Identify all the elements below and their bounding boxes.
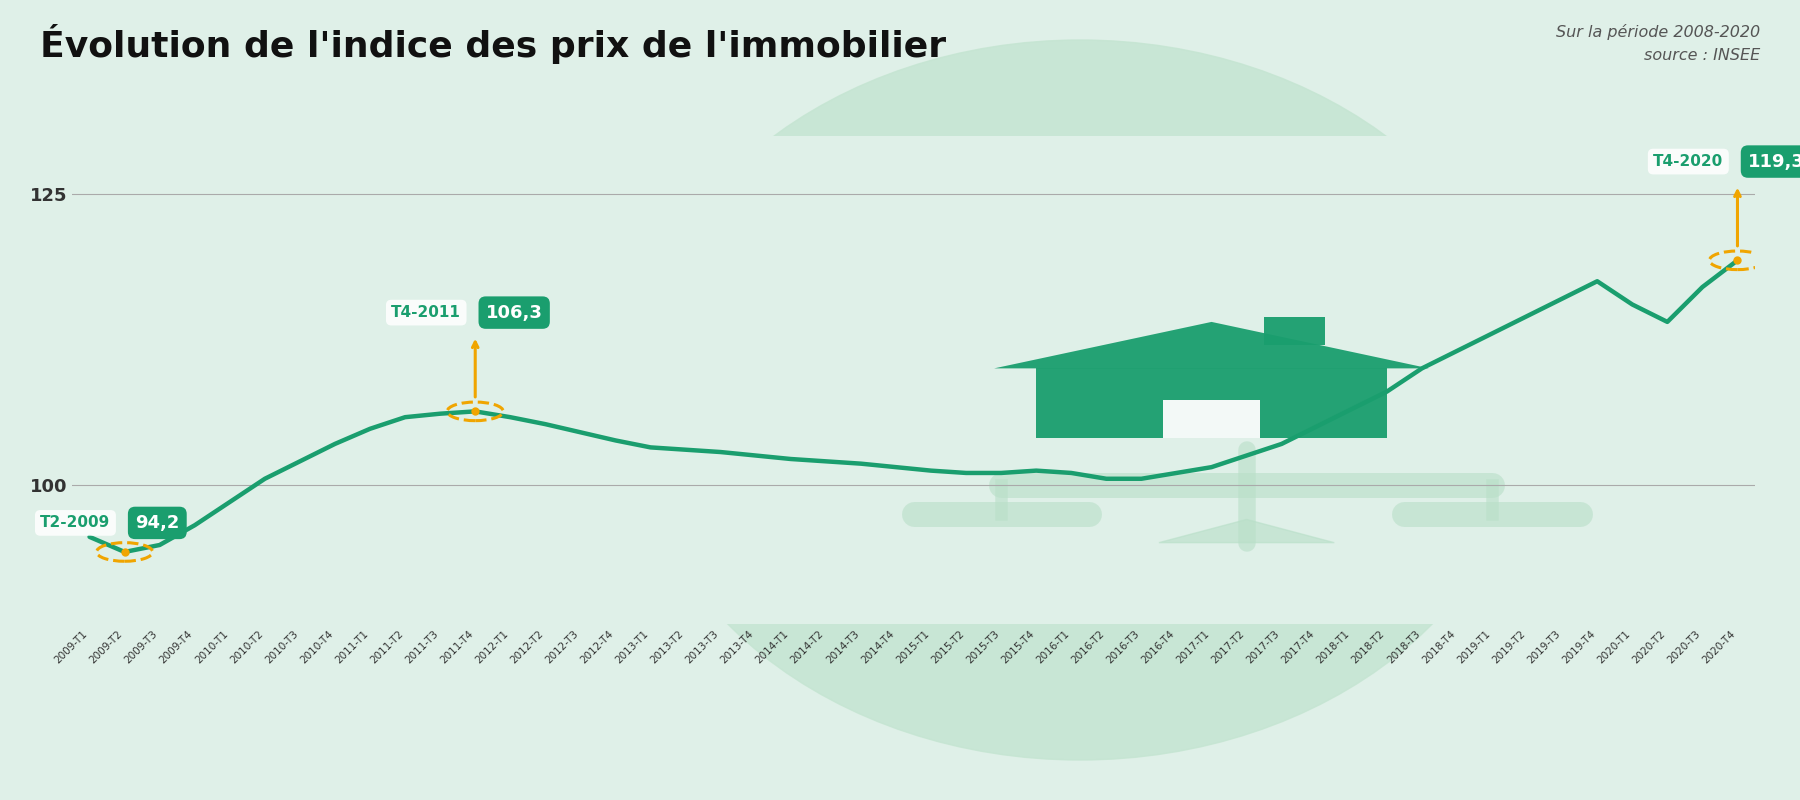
Text: 119,3: 119,3 bbox=[1748, 153, 1800, 170]
Text: Sur la période 2008-2020
source : INSEE: Sur la période 2008-2020 source : INSEE bbox=[1557, 24, 1760, 63]
Text: T2-2009: T2-2009 bbox=[40, 515, 110, 530]
Text: Évolution de l'indice des prix de l'immobilier: Évolution de l'indice des prix de l'immo… bbox=[40, 24, 945, 64]
Text: 106,3: 106,3 bbox=[486, 304, 542, 322]
Text: T4-2020: T4-2020 bbox=[1652, 154, 1723, 169]
Text: T4-2011: T4-2011 bbox=[391, 305, 461, 320]
Polygon shape bbox=[1159, 519, 1334, 542]
FancyBboxPatch shape bbox=[1163, 400, 1260, 438]
FancyBboxPatch shape bbox=[1037, 368, 1386, 438]
FancyBboxPatch shape bbox=[1264, 318, 1325, 345]
Text: 94,2: 94,2 bbox=[135, 514, 180, 532]
Polygon shape bbox=[994, 322, 1429, 368]
